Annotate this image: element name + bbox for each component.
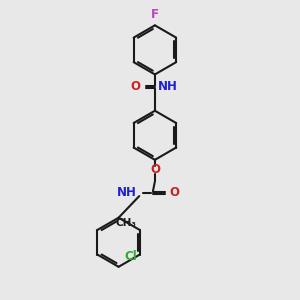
Text: NH: NH: [116, 186, 136, 199]
Text: O: O: [150, 163, 160, 176]
Text: NH: NH: [158, 80, 178, 93]
Text: CH₃: CH₃: [116, 218, 137, 228]
Text: Cl: Cl: [124, 250, 137, 263]
Text: O: O: [169, 186, 180, 199]
Text: O: O: [130, 80, 140, 93]
Text: F: F: [151, 8, 159, 21]
